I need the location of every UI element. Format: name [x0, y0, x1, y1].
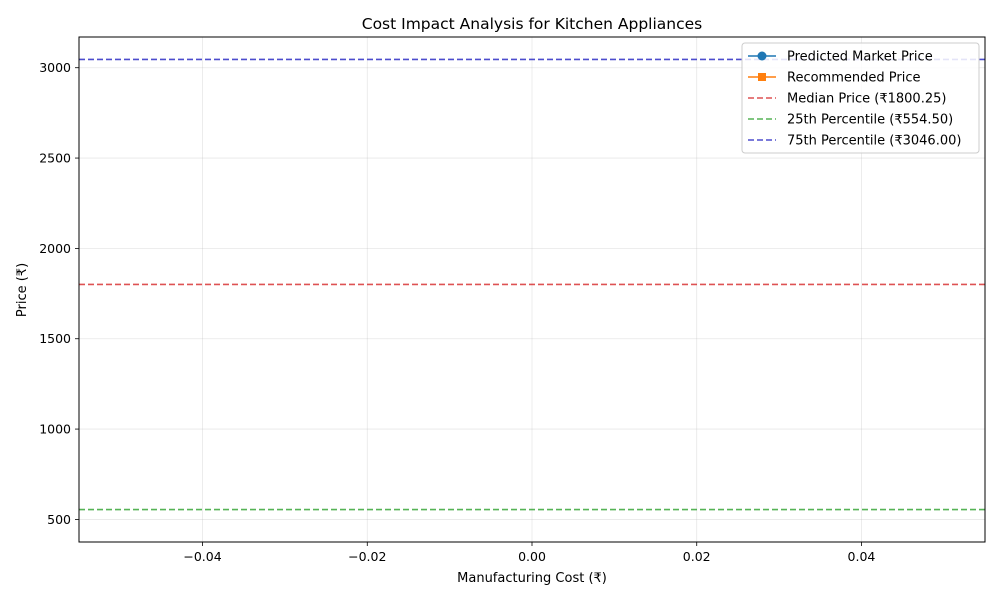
y-tick-label: 2000: [39, 241, 71, 256]
legend-entry-3: 25th Percentile (₹554.50): [748, 113, 953, 128]
chart-title: Cost Impact Analysis for Kitchen Applian…: [362, 15, 702, 33]
x-tick-label: −0.02: [348, 549, 386, 564]
legend-entry-4: 75th Percentile (₹3046.00): [748, 134, 961, 149]
legend-label: 25th Percentile (₹554.50): [787, 113, 953, 128]
y-tick-label: 2500: [39, 151, 71, 166]
grid: [79, 37, 985, 542]
legend-label: Median Price (₹1800.25): [787, 92, 946, 107]
x-tick-label: −0.04: [183, 549, 221, 564]
legend: Predicted Market Price Recommended Price M…: [741, 42, 980, 154]
x-axis-label: Manufacturing Cost (₹): [457, 571, 607, 586]
legend-entry-0: Predicted Market Price: [748, 50, 933, 65]
y-axis-label: Price (₹): [15, 263, 30, 317]
reference-lines: [79, 58, 985, 511]
legend-entry-1: Recommended Price: [748, 71, 920, 86]
x-axis-ticks: −0.04 −0.02 0.00 0.02 0.04: [183, 542, 875, 564]
legend-entry-2: Median Price (₹1800.25): [748, 92, 946, 107]
legend-label: Predicted Market Price: [787, 50, 933, 65]
legend-frame: [741, 42, 980, 154]
y-axis-ticks: 500 1000 1500 2000 2500 3000: [39, 60, 79, 527]
legend-marker-square: [758, 73, 766, 81]
y-tick-label: 1000: [39, 422, 71, 437]
y-tick-label: 500: [47, 512, 71, 527]
y-tick-label: 3000: [39, 60, 71, 75]
x-tick-label: 0.04: [848, 549, 876, 564]
x-tick-label: 0.02: [683, 549, 711, 564]
legend-label: 75th Percentile (₹3046.00): [787, 134, 961, 149]
x-tick-label: 0.00: [518, 549, 546, 564]
legend-label: Recommended Price: [787, 71, 920, 86]
y-tick-label: 1500: [39, 331, 71, 346]
legend-marker-circle: [757, 51, 767, 61]
